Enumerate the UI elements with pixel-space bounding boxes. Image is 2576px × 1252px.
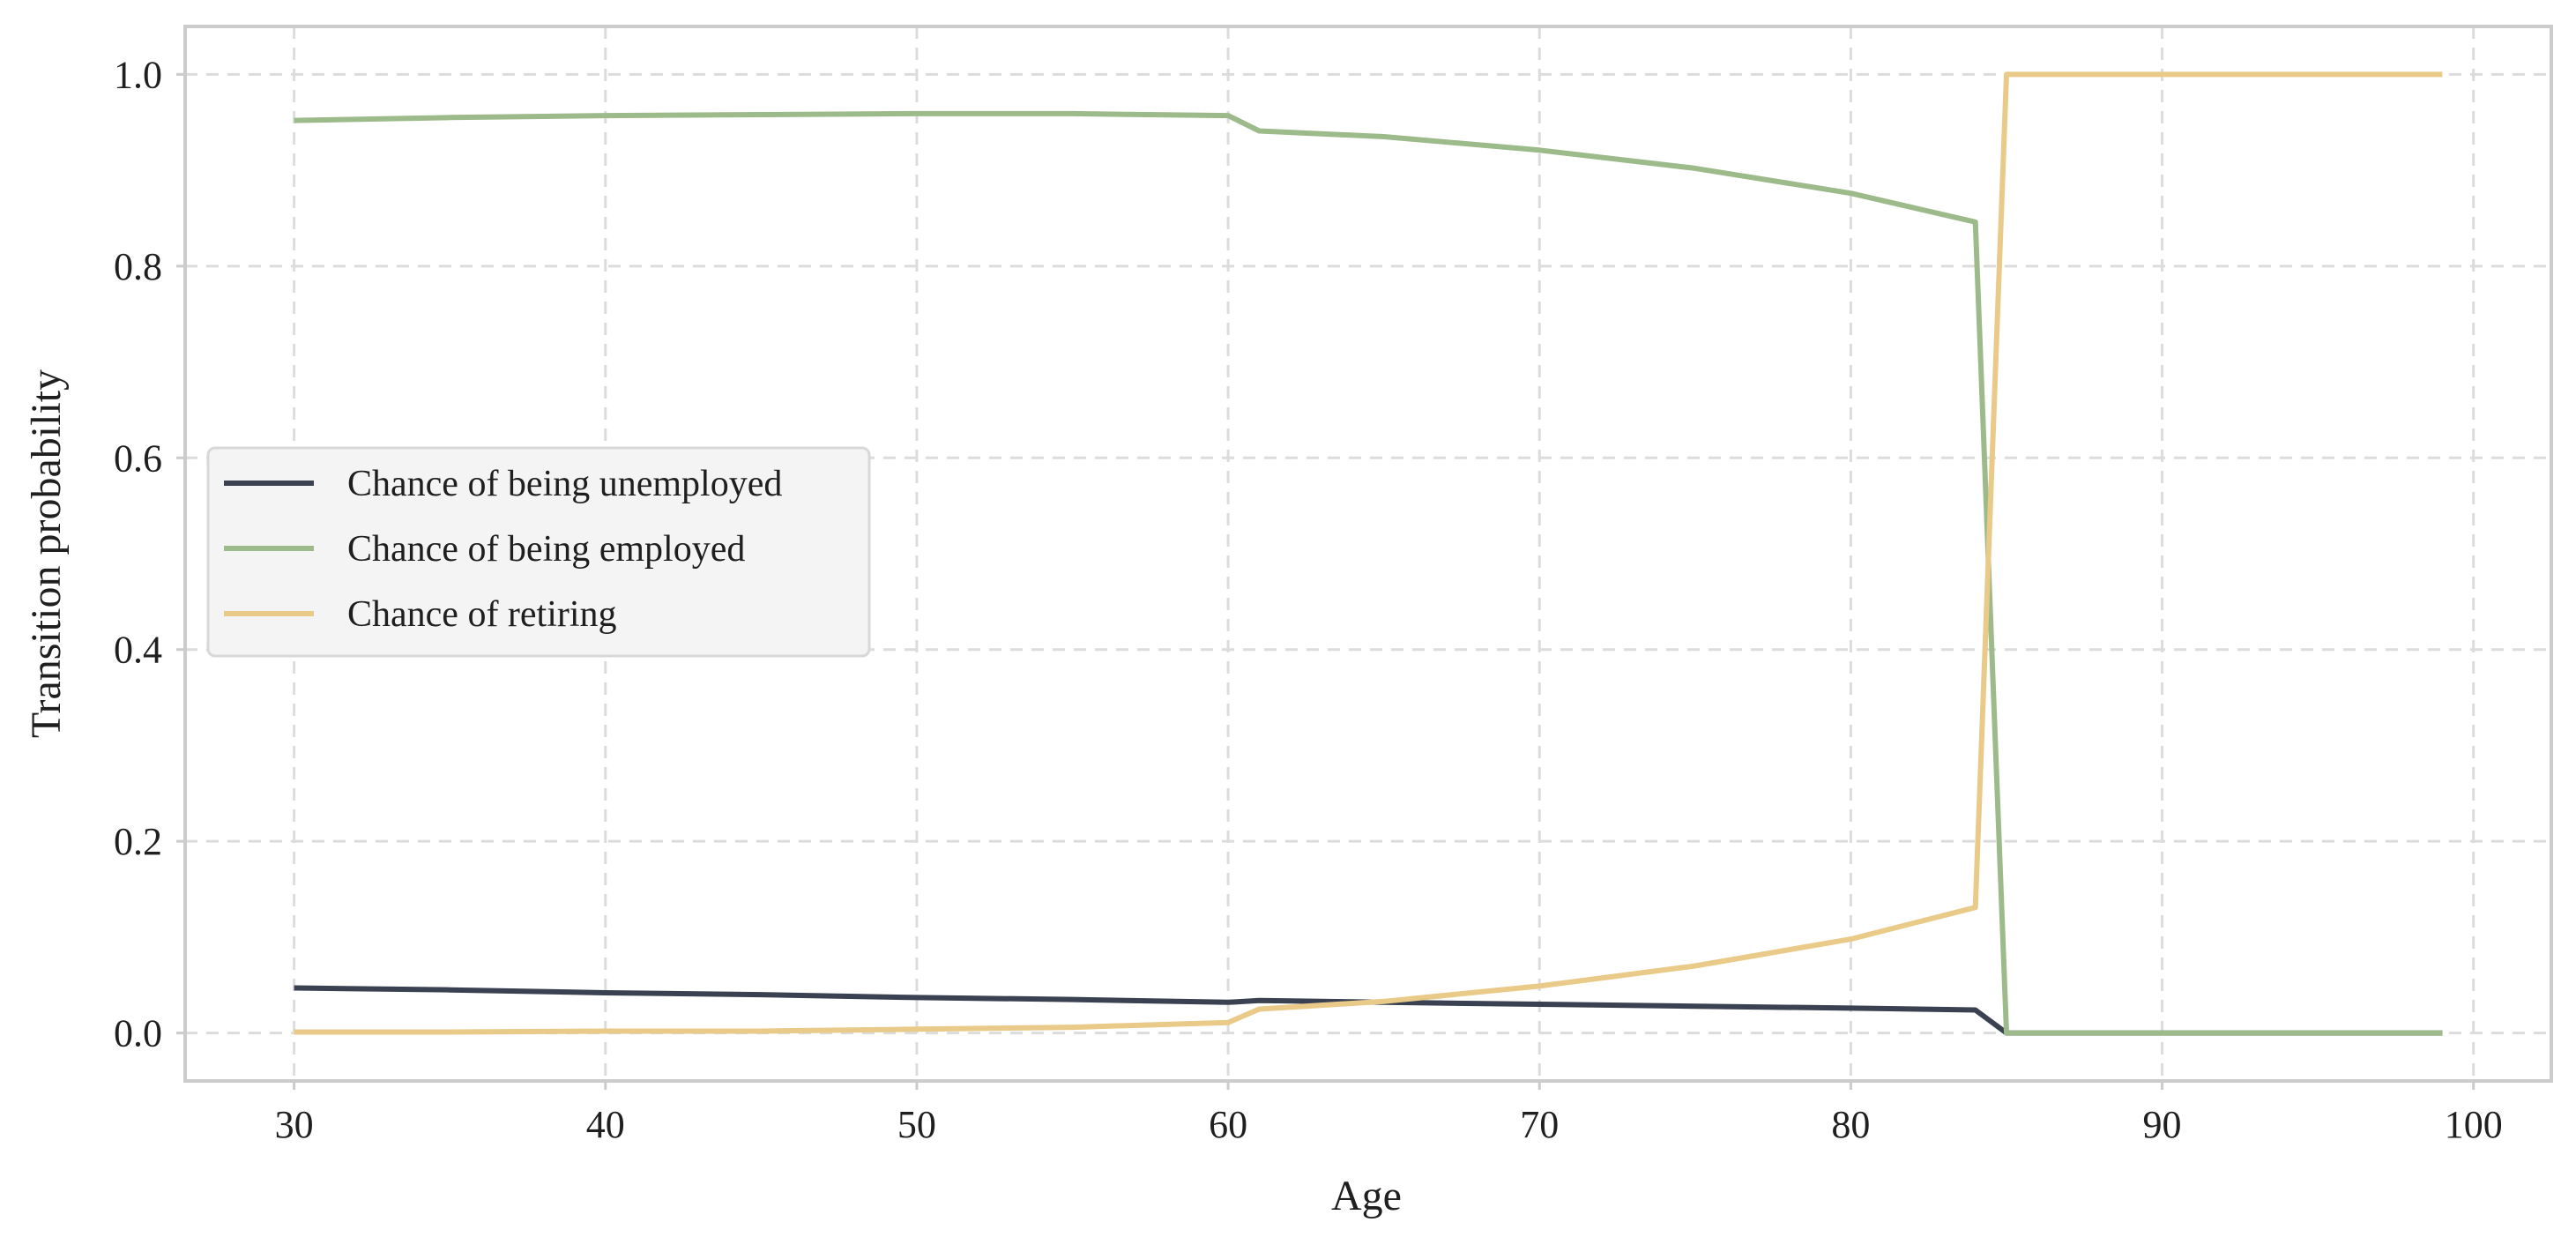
x-tick-label: 100 bbox=[2445, 1103, 2503, 1146]
x-tick-label: 60 bbox=[1209, 1103, 1247, 1146]
legend-label: Chance of being employed bbox=[347, 529, 745, 570]
y-tick-label: 0.2 bbox=[114, 820, 162, 863]
x-tick-label: 30 bbox=[275, 1103, 314, 1146]
plot-frame bbox=[183, 25, 2553, 1083]
x-tick-label: 80 bbox=[1831, 1103, 1870, 1146]
series-line-1 bbox=[294, 985, 2443, 1036]
x-axis-label: Age bbox=[1331, 1173, 1402, 1219]
series-lines bbox=[294, 71, 2443, 1036]
x-tick-label: 40 bbox=[586, 1103, 625, 1146]
x-axis-ticks: 30 40 50 60 70 80 90 100 bbox=[275, 1081, 2503, 1146]
y-tick-label: 0.8 bbox=[114, 245, 162, 288]
y-axis-label: Transition probability bbox=[23, 369, 70, 738]
series-line-2 bbox=[294, 110, 2443, 1036]
series-line-3 bbox=[294, 71, 2443, 1035]
legend-box bbox=[206, 446, 871, 658]
x-tick-label: 50 bbox=[897, 1103, 936, 1146]
legend-label: Chance of being unemployed bbox=[347, 464, 782, 504]
y-tick-label: 1.0 bbox=[114, 53, 162, 96]
x-tick-label: 70 bbox=[1520, 1103, 1559, 1146]
x-tick-label: 90 bbox=[2143, 1103, 2182, 1146]
legend: Chance of being unemployed Chance of bein… bbox=[206, 446, 871, 658]
y-tick-label: 0.4 bbox=[114, 629, 162, 672]
y-axis-ticks: 0.0 0.2 0.4 0.6 0.8 1.0 bbox=[114, 53, 185, 1055]
y-tick-label: 0.6 bbox=[114, 436, 162, 480]
y-tick-label: 0.0 bbox=[114, 1012, 162, 1055]
legend-label: Chance of retiring bbox=[347, 594, 617, 635]
